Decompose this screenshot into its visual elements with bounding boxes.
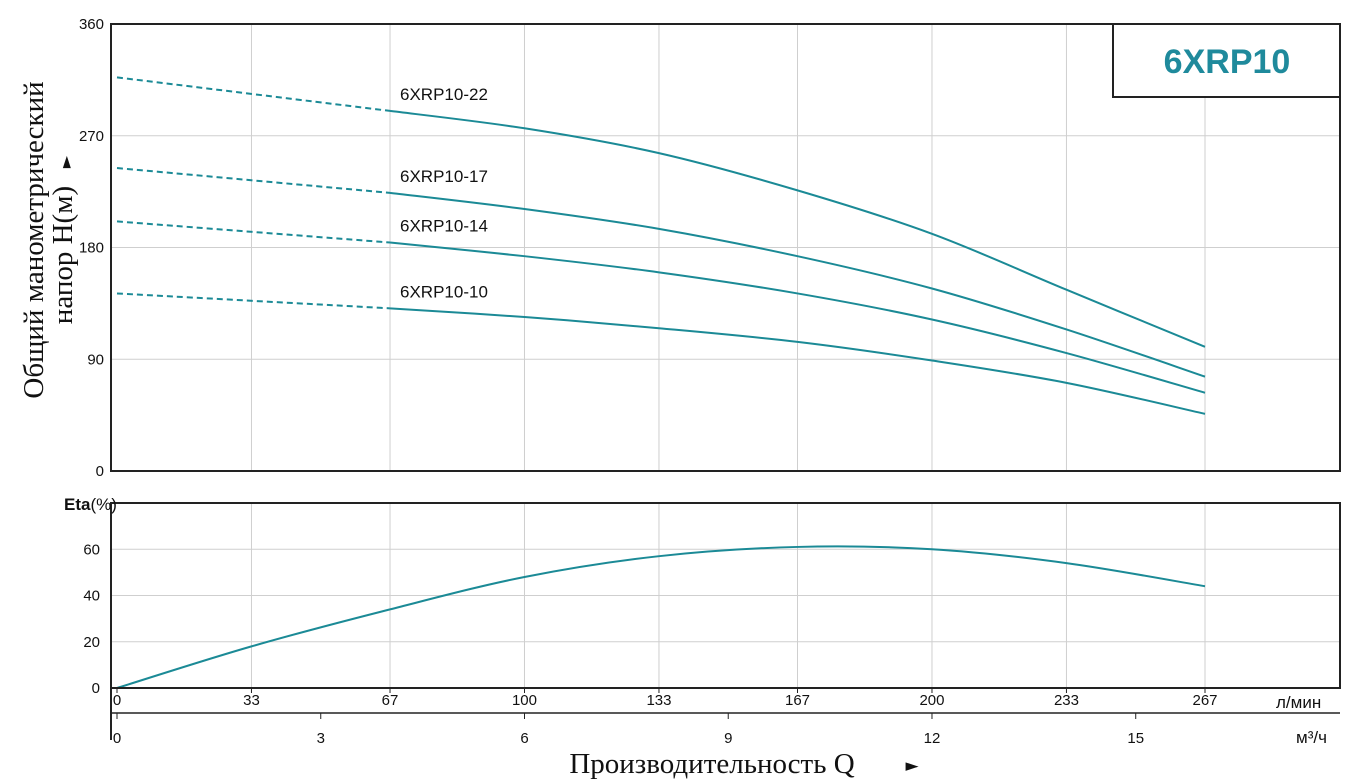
lmin-tick-label: 100 <box>512 692 537 709</box>
efficiency-line <box>116 545 1206 689</box>
head-y-axis-label: Общий манометрический <box>18 81 50 398</box>
chart-title: 6XRP10 <box>1164 43 1291 81</box>
eta-y-tick-label: 40 <box>83 588 100 605</box>
head-y-axis-label-2: напор H(м) ► <box>47 155 79 324</box>
m3h-tick-label: 12 <box>924 730 941 747</box>
title-box <box>1112 23 1341 98</box>
lmin-tick-label: 33 <box>243 692 260 709</box>
eta-label-unit: (%) <box>90 495 116 514</box>
efficiency-chart-frame <box>110 502 1341 689</box>
series-label: 6XRP10-14 <box>400 217 488 236</box>
head-y-tick-label: 0 <box>96 463 104 480</box>
lmin-tick-label: 67 <box>382 692 399 709</box>
series-dashed-segment <box>116 292 391 310</box>
m3h-tick-label: 6 <box>520 730 528 747</box>
series-line <box>389 191 1206 378</box>
series-labels: 6XRP10-22 6XRP10-17 6XRP10-14 6XRP10-10 <box>400 85 488 301</box>
head-chart-grid <box>111 24 1340 471</box>
y-label-line2: напор H(м) <box>47 186 79 324</box>
efficiency-y-ticks: 0 20 40 60 <box>83 541 100 697</box>
y-label-arrow: ► <box>56 155 75 168</box>
eta-axis-label: Eta(%) <box>64 495 117 514</box>
lmin-tick-label: 167 <box>785 692 810 709</box>
m3h-tick-label: 9 <box>724 730 732 747</box>
series-dashed-segment <box>116 76 391 112</box>
lmin-tick-label: 200 <box>919 692 944 709</box>
lmin-tick-label: 267 <box>1192 692 1217 709</box>
efficiency-chart-grid <box>111 503 1340 688</box>
x-axis-arrow: ► <box>905 756 919 776</box>
series-label: 6XRP10-17 <box>400 167 488 186</box>
head-curves <box>116 76 1206 415</box>
series-line <box>389 241 1206 394</box>
series-dashed-segment <box>116 220 391 244</box>
lmin-ticks: 0 33 67 100 133 167 200 233 267 <box>113 688 1218 709</box>
lmin-tick-label: 133 <box>646 692 671 709</box>
eta-y-tick-label: 20 <box>83 634 100 651</box>
m3h-ticks: 0 3 6 9 12 15 <box>113 713 1144 747</box>
head-y-tick-label: 180 <box>79 240 104 257</box>
eta-y-tick-label: 60 <box>83 541 100 558</box>
y-label-line1: Общий манометрический <box>18 81 50 398</box>
m3h-tick-label: 0 <box>113 730 121 747</box>
lmin-unit: л/мин <box>1276 693 1321 712</box>
head-y-tick-label: 360 <box>79 16 104 33</box>
m3h-tick-label: 3 <box>317 730 325 747</box>
m3h-tick-label: 15 <box>1127 730 1144 747</box>
head-chart-frame <box>110 23 1341 472</box>
x-axes: 0 33 67 100 133 167 200 233 267 л/мин 0 3 6 9 12 15 м… <box>110 688 1340 780</box>
series-line <box>389 307 1206 415</box>
series-dashed-segment <box>116 167 391 194</box>
eta-label-bold: Eta <box>64 495 91 514</box>
head-y-tick-label: 90 <box>87 351 104 368</box>
head-y-ticks: 0 90 180 270 360 <box>79 16 104 480</box>
eta-y-tick-label: 0 <box>92 680 100 697</box>
efficiency-curve <box>116 545 1206 689</box>
lmin-tick-label: 233 <box>1054 692 1079 709</box>
series-label: 6XRP10-10 <box>400 282 488 301</box>
lmin-tick-label: 0 <box>113 692 121 709</box>
x-axis-label: Производительность Q <box>569 748 854 780</box>
m3h-unit: м³/ч <box>1296 728 1327 747</box>
efficiency-chart-panel: 0 20 40 60 Eta(%) <box>64 495 1341 697</box>
head-chart-panel: 0 90 180 270 360 6XRP10-22 6XRP10-17 6XRP10-14… <box>79 16 1341 480</box>
series-label: 6XRP10-22 <box>400 85 488 104</box>
series-line <box>389 109 1206 348</box>
head-y-tick-label: 270 <box>79 128 104 145</box>
